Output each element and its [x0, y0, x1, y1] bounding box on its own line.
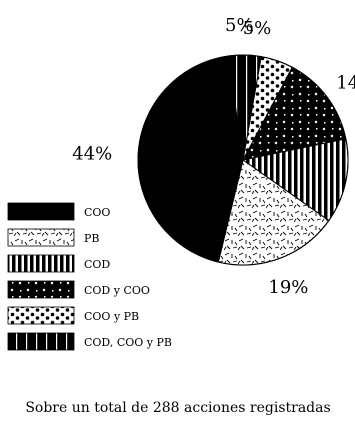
legend-label: COO y PB — [84, 310, 139, 323]
legend-swatch — [7, 280, 75, 299]
pie-value-label: 14% — [336, 73, 355, 94]
legend-label: COD, COO y PB — [84, 336, 172, 349]
pie-value-label: 5% — [225, 15, 254, 36]
legend-swatch — [7, 202, 75, 221]
legend-label: COD — [84, 258, 110, 271]
pie-value-label: 44% — [72, 144, 112, 165]
pie-value-label: 19% — [268, 277, 308, 298]
legend-label: COO — [84, 206, 110, 219]
pie-outline — [137, 54, 349, 266]
legend-swatch — [7, 306, 75, 325]
pie-value-label: 5% — [243, 18, 272, 39]
legend: COO PB COD COD y COO COO y PB COD, COO y PB — [7, 202, 172, 351]
legend-swatch — [7, 228, 75, 247]
pie-labels: 5%14%13%19%44%5% — [72, 15, 355, 298]
chart-footnote: Sobre un total de 288 acciones registrad… — [25, 400, 330, 416]
legend-label: PB — [84, 232, 100, 245]
legend-label: COD y COO — [84, 284, 150, 297]
pie-slices — [137, 54, 349, 266]
legend-swatch — [7, 254, 75, 273]
legend-swatch — [7, 332, 75, 351]
